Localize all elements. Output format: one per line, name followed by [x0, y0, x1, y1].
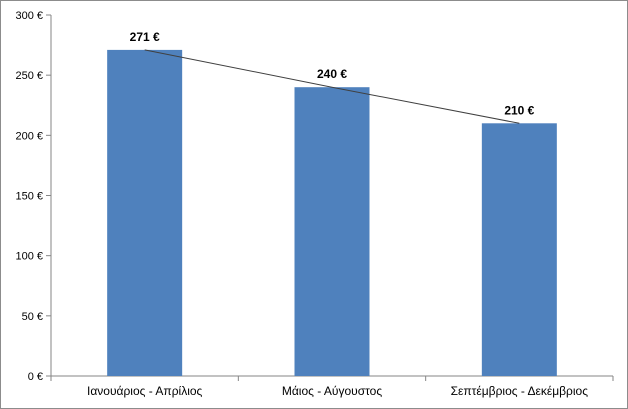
bar[interactable] [294, 87, 370, 376]
y-tick-label: 100 € [15, 251, 43, 263]
y-tick-label: 150 € [15, 191, 43, 203]
y-tick-label: 0 € [28, 371, 43, 383]
x-category-label: Σεπτέμβριος - Δεκέμβριος [451, 384, 589, 398]
y-tick-label: 50 € [22, 311, 43, 323]
bar[interactable] [481, 123, 557, 376]
y-tick-label: 300 € [15, 10, 43, 22]
trend-line [144, 49, 520, 124]
data-label: 210 € [504, 103, 534, 117]
x-category-label: Ιανουάριος - Απρίλιος [87, 384, 203, 398]
y-tick-label: 200 € [15, 130, 43, 142]
data-label: 240 € [317, 67, 347, 81]
data-label: 271 € [130, 30, 160, 44]
x-category-label: Μάιος - Αύγουστος [282, 384, 383, 398]
y-tick-label: 250 € [15, 70, 43, 82]
bar[interactable] [107, 49, 183, 376]
